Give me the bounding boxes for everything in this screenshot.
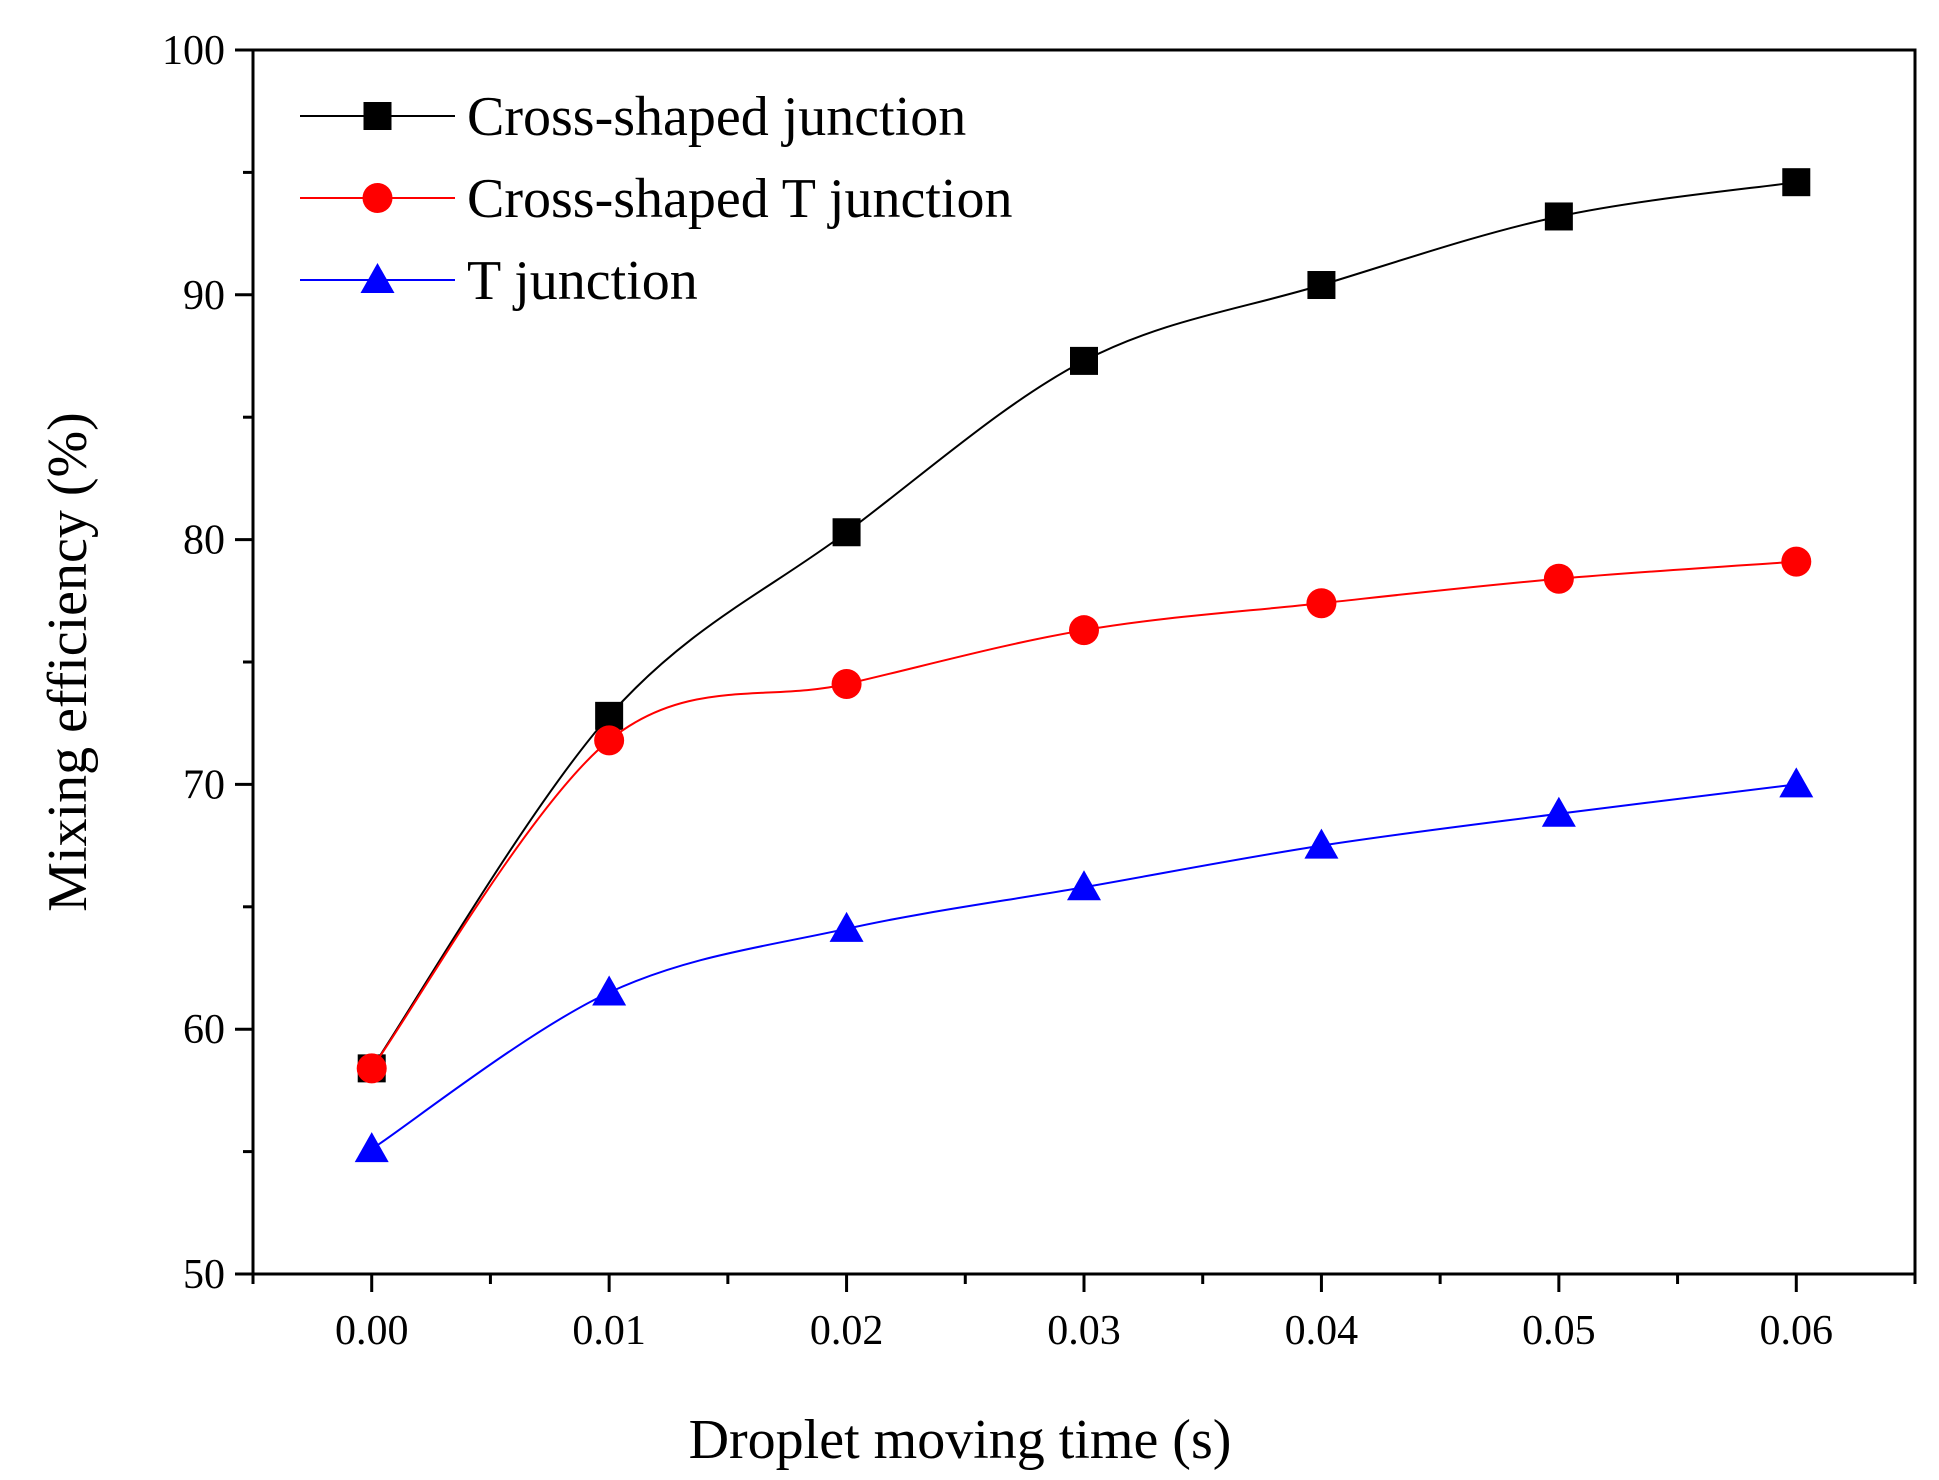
series-2 <box>356 546 1812 1084</box>
legend-label: T junction <box>467 250 698 312</box>
x-tick-label: 0.06 <box>1760 1308 1834 1354</box>
legend-item: T junction <box>300 250 698 312</box>
legend: Cross-shaped junction Cross-shaped T junc… <box>300 86 1012 312</box>
data-point <box>1306 588 1337 619</box>
series-layer <box>354 168 1814 1163</box>
data-point <box>832 518 861 547</box>
data-point <box>1304 828 1339 859</box>
legend-label: Cross-shaped junction <box>467 86 966 148</box>
data-point <box>831 669 862 700</box>
legend-item: Cross-shaped junction <box>300 86 966 148</box>
legend-marker <box>360 263 395 293</box>
y-tick-label: 80 <box>183 518 225 564</box>
data-point <box>354 1132 389 1163</box>
y-tick-label: 90 <box>183 273 225 319</box>
data-point <box>1067 870 1101 901</box>
x-axis-ticks: 0.00 0.01 0.02 0.03 0.04 0.05 0.06 <box>251 1274 1917 1354</box>
legend-marker <box>362 183 393 213</box>
legend-marker <box>363 102 392 130</box>
y-tick-label: 100 <box>162 28 225 74</box>
legend-item: Cross-shaped T junction <box>300 168 1012 230</box>
data-point <box>1544 202 1573 231</box>
y-tick-label: 50 <box>183 1252 225 1298</box>
x-tick-label: 0.00 <box>335 1308 409 1354</box>
data-point <box>1781 546 1812 577</box>
y-tick-label: 70 <box>183 762 225 808</box>
data-point <box>1307 271 1336 300</box>
x-tick-label: 0.02 <box>810 1308 884 1354</box>
data-point <box>829 911 864 942</box>
y-tick-label: 60 <box>183 1007 225 1053</box>
data-point <box>1779 767 1814 798</box>
x-tick-label: 0.05 <box>1522 1308 1596 1354</box>
data-point <box>1070 346 1098 375</box>
legend-label: Cross-shaped T junction <box>467 168 1012 230</box>
data-point <box>1543 563 1574 594</box>
data-point <box>1069 615 1099 646</box>
data-point <box>595 701 624 730</box>
series-3 <box>354 767 1814 1163</box>
data-point <box>356 1053 387 1084</box>
x-axis-label: Droplet moving time (s) <box>689 1409 1232 1471</box>
x-tick-label: 0.01 <box>572 1308 646 1354</box>
data-point <box>594 725 625 756</box>
series-line <box>371 783 1797 1150</box>
y-axis-label: Mixing efficiency (%) <box>37 412 99 912</box>
y-axis-ticks: 50 60 70 80 90 100 <box>162 28 253 1298</box>
x-tick-label: 0.03 <box>1047 1308 1121 1354</box>
plot-frame <box>251 48 1917 1276</box>
x-tick-label: 0.04 <box>1285 1308 1359 1354</box>
data-point <box>592 975 627 1006</box>
data-point <box>1541 796 1576 827</box>
data-point <box>1782 168 1811 197</box>
